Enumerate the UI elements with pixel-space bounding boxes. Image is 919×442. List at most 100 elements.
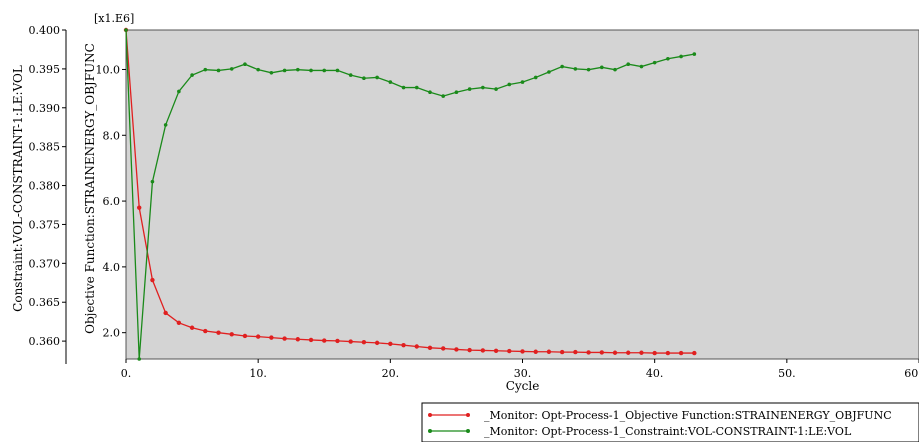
series-1-line: [125, 29, 695, 354]
right-y-tick-label: 4.0: [103, 261, 121, 274]
series-1-point: [573, 349, 578, 355]
series-2-point: [150, 179, 155, 184]
legend-1-marker-start: [428, 413, 432, 417]
series-2-point: [216, 68, 221, 73]
series-2-point: [494, 87, 498, 91]
legend-2-label: _Monitor: Opt-Process-1_Constraint:VOL-C…: [484, 425, 852, 438]
series-2-point: [309, 68, 313, 73]
right-y-tick-label: 8.0: [103, 129, 121, 142]
legend-box: [421, 402, 919, 442]
series-2-point: [467, 87, 472, 91]
series-2-point: [533, 75, 538, 80]
series-1-point: [361, 340, 367, 345]
series-2-point: [388, 80, 393, 84]
series-2-point: [163, 123, 168, 127]
series-2-point: [679, 54, 683, 59]
series-1-point: [639, 350, 644, 355]
series-1-point: [533, 349, 538, 354]
x-axis-title: Cycle: [506, 379, 540, 393]
series-1-point: [150, 277, 155, 283]
series-1-point: [467, 347, 472, 353]
series-2-point: [243, 62, 247, 67]
series-1-point: [348, 339, 353, 344]
right-y-tick-label: 2.0: [103, 327, 121, 340]
series-2-point: [428, 90, 432, 95]
series-1-point: [282, 336, 287, 341]
left-y-tick-label: 0.380: [29, 180, 61, 193]
series-2-line: [125, 29, 695, 360]
series-2-point: [401, 85, 406, 90]
series-1-point: [242, 333, 248, 339]
left-y-tick-label: 0.395: [29, 63, 61, 76]
series-2-point: [520, 80, 525, 84]
series-1-point: [163, 310, 168, 316]
series-2-point: [507, 82, 512, 87]
series-1-point: [308, 337, 314, 343]
series-1-point: [626, 350, 631, 355]
right-y-axis: 10.0 8.0 6.0 4.0 2.0: [96, 63, 126, 340]
series-2-point: [375, 75, 379, 80]
series-1-point: [414, 344, 419, 349]
series-2-point: [362, 76, 366, 81]
series-2-point: [586, 67, 591, 72]
series-2-point: [348, 73, 353, 77]
legend-2-marker-end: [466, 429, 470, 433]
series-2-point: [335, 68, 340, 73]
series-1-point: [454, 347, 459, 352]
series-2-point: [560, 64, 564, 69]
series-2-point: [229, 67, 234, 71]
x-tick-label: 50.: [778, 367, 796, 380]
series-2-point: [441, 94, 446, 98]
series-1-point: [295, 337, 301, 342]
series-1-point: [493, 348, 499, 353]
series-layer: [123, 27, 697, 361]
series-2-point: [296, 67, 300, 72]
series-2-point: [639, 64, 644, 69]
series-2-point: [322, 68, 327, 73]
series-2-point: [203, 67, 208, 72]
legend-1-label: _Monitor: Opt-Process-1_Objective Functi…: [484, 409, 892, 422]
series-2-point: [454, 90, 459, 95]
x-tick-label: 60.: [904, 367, 919, 380]
left-y-tick-label: 0.360: [29, 335, 61, 348]
series-1-point: [189, 325, 195, 330]
left-y-tick-label: 0.365: [29, 296, 61, 309]
series-1-point: [401, 342, 406, 348]
series-1-point: [441, 346, 446, 351]
series-1-point: [559, 349, 565, 355]
series-2-point: [600, 65, 604, 70]
series-2-point: [692, 52, 697, 56]
left-y-tick-label: 0.390: [29, 102, 61, 115]
legend-2-marker-start: [428, 429, 432, 433]
series-1-point: [612, 350, 618, 355]
left-y-axis-title: Constraint:VOL-CONSTRAINT-1:LE:VOL: [11, 65, 25, 312]
legend: _Monitor: Opt-Process-1_Objective Functi…: [421, 402, 919, 442]
right-y-tick-label: 10.0: [96, 63, 121, 76]
series-2-point: [414, 85, 419, 90]
series-2-point: [481, 85, 485, 90]
left-y-tick-label: 0.385: [29, 141, 61, 154]
series-1-point: [229, 332, 234, 337]
series-1-point: [692, 350, 697, 356]
series-2-point: [652, 60, 657, 65]
left-y-axis: 0.400 0.395 0.390 0.385 0.380 0.375 0.370 0.365…: [29, 24, 67, 364]
right-y-axis-title: Objective Function:STRAINENERGY_OBJFUNC: [83, 43, 97, 334]
series-1-point: [665, 350, 671, 356]
x-tick-label: 30.: [514, 367, 532, 380]
series-2-point: [137, 357, 142, 361]
right-y-tick-label: 6.0: [103, 195, 121, 208]
left-y-tick-label: 0.400: [29, 24, 61, 37]
series-1-point: [137, 205, 142, 210]
x-axis: 0. 10. 20. 30. 40. 50. 60.: [121, 359, 919, 380]
series-2-point: [124, 28, 128, 32]
left-y-tick-label: 0.370: [29, 257, 61, 270]
x-tick-label: 40.: [646, 367, 664, 380]
x-tick-label: 20.: [382, 367, 400, 380]
series-1-point: [546, 349, 552, 354]
series-1-point: [652, 350, 657, 356]
series-1-point: [388, 341, 393, 347]
series-2-point: [190, 73, 194, 77]
series-2-point: [282, 68, 287, 73]
series-1-point: [507, 348, 512, 354]
